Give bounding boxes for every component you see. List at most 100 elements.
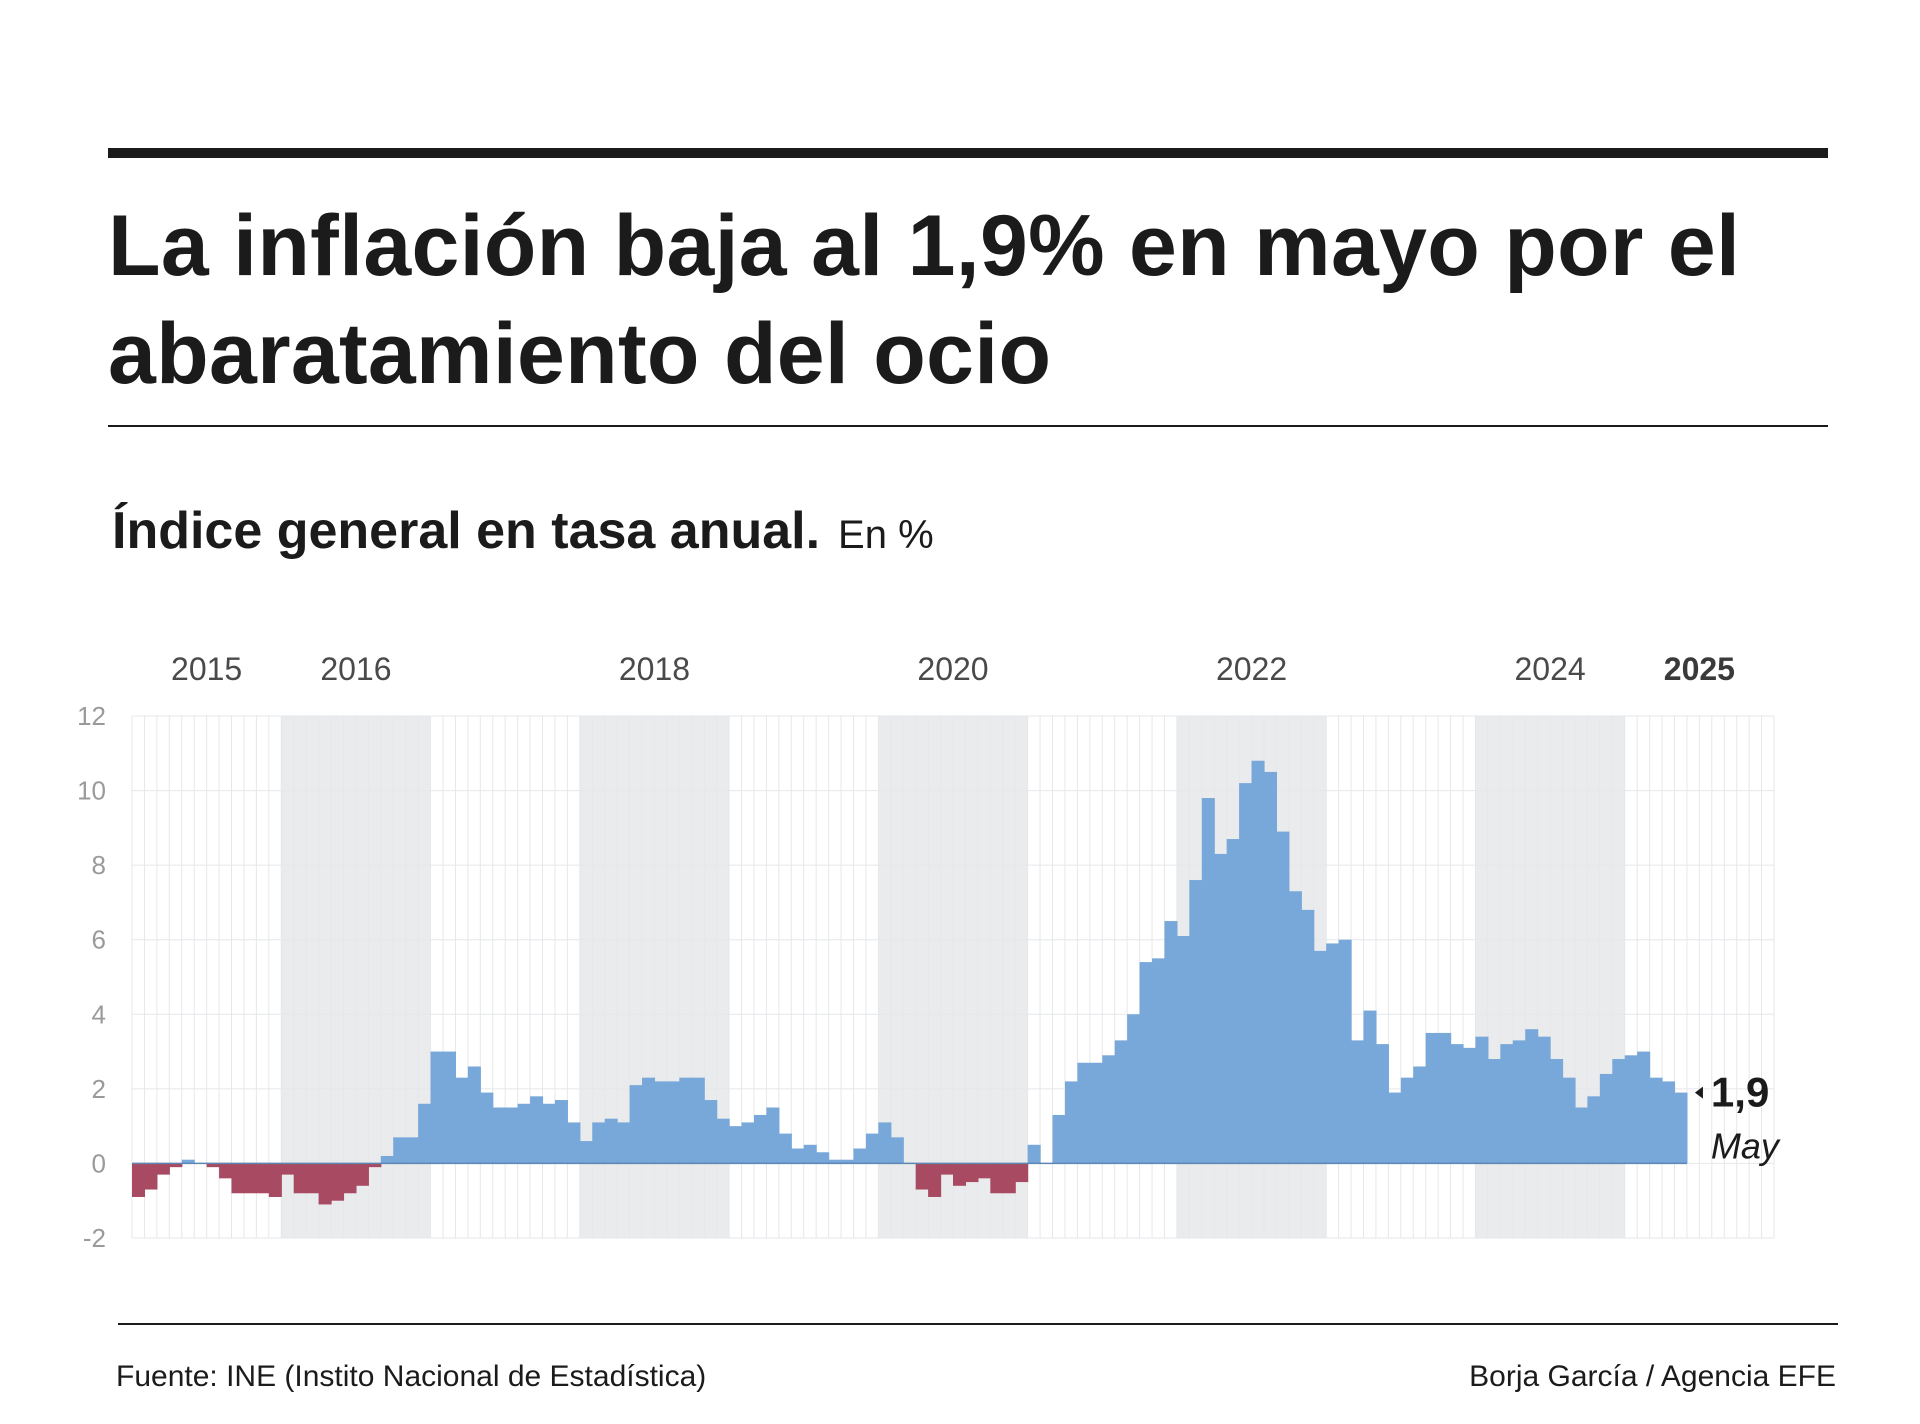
bar (1139, 962, 1153, 1164)
bar (1263, 771, 1278, 1164)
bar (890, 1137, 904, 1164)
bar (517, 1103, 531, 1164)
bar (243, 1163, 257, 1194)
year-label-2022: 2022 (1216, 651, 1287, 687)
bar (1637, 1051, 1651, 1164)
subtitle-main: Índice general en tasa anual. (112, 502, 821, 560)
bar (1152, 958, 1166, 1164)
last-value-label: 1,9 (1711, 1069, 1769, 1116)
bar (778, 1133, 792, 1164)
bar (977, 1163, 991, 1179)
bar (306, 1163, 320, 1194)
bar (1176, 935, 1190, 1164)
y-tick-label: 0 (92, 1148, 106, 1178)
bar (1363, 1010, 1377, 1164)
bar (1251, 760, 1265, 1164)
bar (666, 1081, 680, 1164)
title-rule (108, 425, 1828, 427)
bar (542, 1103, 556, 1164)
bar (766, 1107, 780, 1164)
bar (1301, 909, 1315, 1164)
bar (1413, 1066, 1427, 1164)
bar (530, 1096, 544, 1164)
bar (679, 1077, 693, 1164)
bar (1002, 1163, 1016, 1194)
headline: La inflación baja al 1,9% en mayo por el… (108, 198, 1741, 402)
bar (853, 1148, 867, 1164)
bar (268, 1163, 282, 1197)
bar (915, 1163, 929, 1190)
bar (393, 1137, 407, 1164)
source-note: Fuente: INE (Instito Nacional de Estadís… (116, 1360, 707, 1393)
bar (567, 1122, 581, 1164)
bar (803, 1144, 817, 1164)
bar (841, 1159, 855, 1164)
bar (132, 1163, 146, 1197)
bar (816, 1152, 830, 1164)
bar (1537, 1036, 1551, 1164)
bar (1276, 831, 1290, 1164)
bar (1612, 1059, 1626, 1164)
bar (1525, 1029, 1539, 1164)
y-tick-label: 4 (92, 999, 106, 1029)
bar (953, 1163, 967, 1186)
bar (206, 1163, 220, 1168)
bar (1288, 891, 1302, 1164)
bar (156, 1163, 170, 1175)
bar (1475, 1036, 1489, 1164)
bar (1226, 839, 1240, 1164)
bar (1027, 1144, 1041, 1164)
bar (181, 1159, 195, 1164)
bar (1574, 1107, 1589, 1164)
bar (1450, 1044, 1464, 1164)
bar (1127, 1014, 1141, 1164)
bar (878, 1122, 892, 1164)
year-label-2024: 2024 (1514, 651, 1585, 687)
bar (990, 1163, 1004, 1194)
inflation-bar-chart: -2 0 2 4 6 8 10 12 2015 2016 2018 2020 2022 2024 2025… (77, 651, 1781, 1253)
bar (741, 1122, 755, 1164)
bar (430, 1051, 444, 1164)
bar (1388, 1092, 1402, 1164)
bar (281, 1163, 295, 1175)
bar (1114, 1040, 1128, 1164)
bar (1463, 1047, 1477, 1164)
bar (1052, 1114, 1066, 1164)
bar (592, 1122, 606, 1164)
bar (1674, 1092, 1688, 1164)
bar (928, 1163, 942, 1197)
bar (1562, 1077, 1576, 1164)
bar (1662, 1081, 1676, 1164)
bar (965, 1163, 979, 1183)
bar (1400, 1077, 1414, 1164)
last-month-label: May (1711, 1126, 1781, 1167)
bar (144, 1163, 158, 1190)
bar (1214, 853, 1228, 1164)
year-labels: 2015 2016 2018 2020 2022 2024 2025 (171, 651, 1735, 687)
bar (1599, 1073, 1613, 1164)
bar (467, 1066, 481, 1164)
bar (293, 1163, 307, 1194)
bar (1587, 1096, 1601, 1164)
bar (368, 1163, 382, 1168)
bar (442, 1051, 457, 1164)
bar (704, 1100, 718, 1164)
bar (380, 1155, 394, 1164)
year-label-2018: 2018 (619, 651, 690, 687)
year-label-2020: 2020 (917, 651, 988, 687)
bar (1102, 1055, 1116, 1164)
bar (1649, 1077, 1663, 1164)
year-label-2016: 2016 (320, 651, 391, 687)
chart-subtitle: Índice general en tasa anual. En % (112, 496, 934, 570)
y-tick-label: 12 (77, 701, 106, 731)
bar (1326, 943, 1340, 1164)
bar (1487, 1059, 1501, 1164)
bar (1500, 1044, 1514, 1164)
bar (1164, 921, 1178, 1164)
bar (1239, 783, 1253, 1164)
year-label-2015: 2015 (171, 651, 242, 687)
bar (654, 1081, 668, 1164)
credit-note: Borja García / Agencia EFE (1469, 1360, 1836, 1393)
bar (343, 1163, 357, 1194)
bar (1338, 939, 1352, 1164)
